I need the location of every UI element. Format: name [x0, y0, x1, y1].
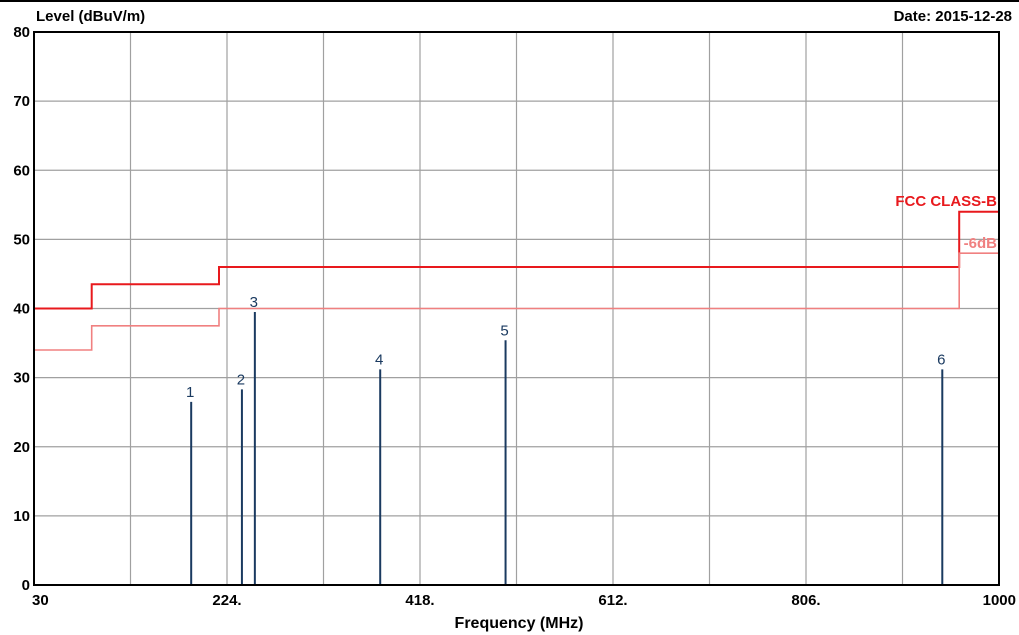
y-tick-label: 70 — [13, 93, 30, 110]
y-tick-label: 10 — [13, 508, 30, 525]
y-tick-label: 30 — [13, 370, 30, 387]
x-tick-label: 30 — [32, 592, 49, 609]
marker-label-6: 6 — [937, 351, 945, 368]
marker-label-2: 2 — [237, 371, 245, 388]
plot-frame — [33, 31, 1000, 586]
marker-label-3: 3 — [250, 294, 258, 311]
x-tick-label: 612. — [598, 592, 627, 609]
date-label: Date: 2015-12-28 — [894, 8, 1012, 25]
x-tick-labels: 30 224. 418. 612. 806. 1000 — [32, 592, 1016, 609]
marker-label-4: 4 — [375, 351, 383, 368]
limit-label-6db: -6dB — [964, 235, 998, 252]
x-tick-label: 806. — [791, 592, 820, 609]
emission-markers: 1 2 3 4 5 6 — [186, 294, 945, 585]
x-tick-label: 224. — [212, 592, 241, 609]
y-tick-label: 20 — [13, 439, 30, 456]
y-axis-label: Level (dBuV/m) — [36, 8, 145, 25]
x-axis-label: Frequency (MHz) — [455, 615, 584, 632]
marker-label-5: 5 — [500, 322, 508, 339]
y-tick-label: 50 — [13, 231, 30, 248]
y-tick-label: 40 — [13, 301, 30, 318]
limit-line-6db — [34, 252, 999, 351]
y-tick-label: 80 — [13, 24, 30, 41]
marker-label-1: 1 — [186, 384, 194, 401]
limit-label-fcc-class-b: FCC CLASS-B — [895, 193, 997, 210]
y-tick-label: 60 — [13, 162, 30, 179]
x-tick-label: 418. — [405, 592, 434, 609]
limit-lines — [34, 210, 999, 351]
y-tick-label: 0 — [22, 577, 30, 594]
x-tick-label: 1000 — [983, 592, 1016, 609]
y-tick-labels: 0 10 20 30 40 50 60 70 80 — [13, 24, 30, 594]
limit-line-fcc-class-b — [34, 210, 999, 310]
